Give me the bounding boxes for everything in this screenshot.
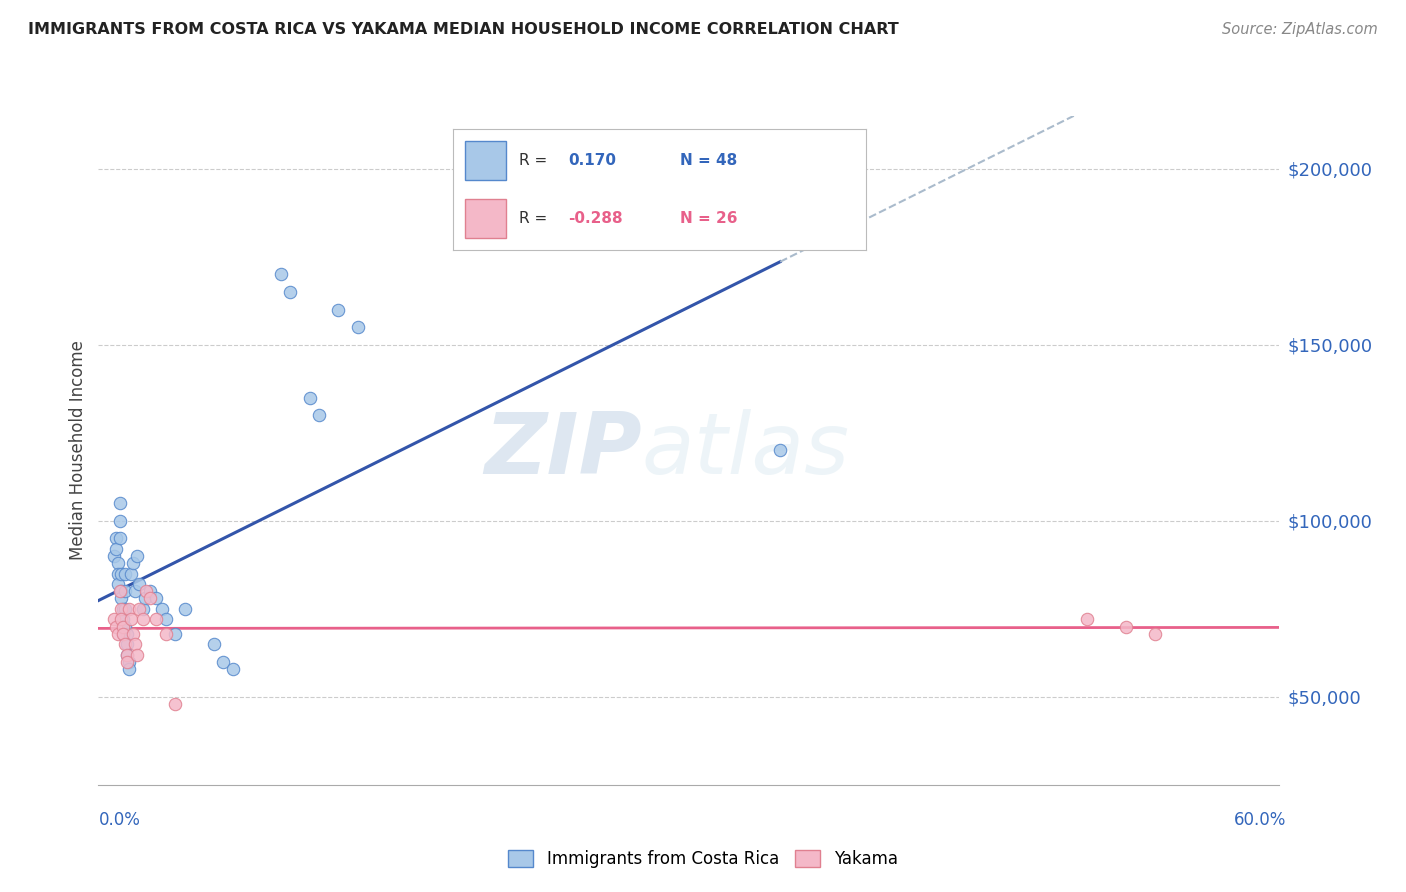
Point [104,532,127,546]
Point [115,637,138,651]
Point [165,697,187,711]
Point [108,496,131,510]
Point [124,637,146,651]
Point [125,648,148,662]
Point [110,591,132,606]
Point [769,443,792,458]
Point [108,532,131,546]
Point [107,566,129,581]
Point [118,662,141,676]
Point [122,626,145,640]
Point [1076,612,1098,626]
Point [128,602,150,616]
Point [128,577,150,591]
Point [280,285,302,299]
Point [112,612,135,626]
Point [107,577,129,591]
Point [131,612,153,626]
Point [108,514,131,528]
Point [104,542,127,557]
Point [115,648,138,662]
Point [110,612,132,626]
Point [118,602,141,616]
Point [115,626,138,640]
Point [346,320,368,334]
Point [120,566,142,581]
Point [165,626,187,640]
Text: 0.0%: 0.0% [98,811,141,829]
Point [103,549,125,563]
Point [107,556,129,570]
Point [134,591,156,606]
Point [222,662,245,676]
Point [108,584,131,599]
Point [298,391,321,405]
Point [145,612,167,626]
Point [110,566,132,581]
Point [150,602,173,616]
Text: ZIP: ZIP [484,409,641,492]
Point [112,619,135,633]
Point [115,655,138,669]
Point [139,591,162,606]
Point [120,612,142,626]
Point [114,566,136,581]
Point [110,584,132,599]
Text: IMMIGRANTS FROM COSTA RICA VS YAKAMA MEDIAN HOUSEHOLD INCOME CORRELATION CHART: IMMIGRANTS FROM COSTA RICA VS YAKAMA MED… [28,22,898,37]
Point [104,619,127,633]
Point [118,655,141,669]
Point [145,591,167,606]
Point [125,549,148,563]
Point [112,602,135,616]
Legend: Immigrants from Costa Rica, Yakama: Immigrants from Costa Rica, Yakama [502,843,904,875]
Text: atlas: atlas [641,409,849,492]
Point [112,619,135,633]
Point [107,626,129,640]
Point [155,626,177,640]
Point [1143,626,1166,640]
Point [103,612,125,626]
Point [212,655,235,669]
Point [112,626,135,640]
Point [110,602,132,616]
Y-axis label: Median Household Income: Median Household Income [69,341,87,560]
Point [124,584,146,599]
Point [114,584,136,599]
Point [115,648,138,662]
Point [122,556,145,570]
Point [270,268,292,282]
Point [114,619,136,633]
Point [114,602,136,616]
Point [173,602,195,616]
Point [1115,619,1137,633]
Point [328,302,350,317]
Point [131,602,153,616]
Point [308,409,330,423]
Point [139,584,162,599]
Point [155,612,177,626]
Point [112,626,135,640]
Point [202,637,225,651]
Text: Source: ZipAtlas.com: Source: ZipAtlas.com [1222,22,1378,37]
Point [135,584,157,599]
Text: 60.0%: 60.0% [1234,811,1286,829]
Point [114,637,136,651]
